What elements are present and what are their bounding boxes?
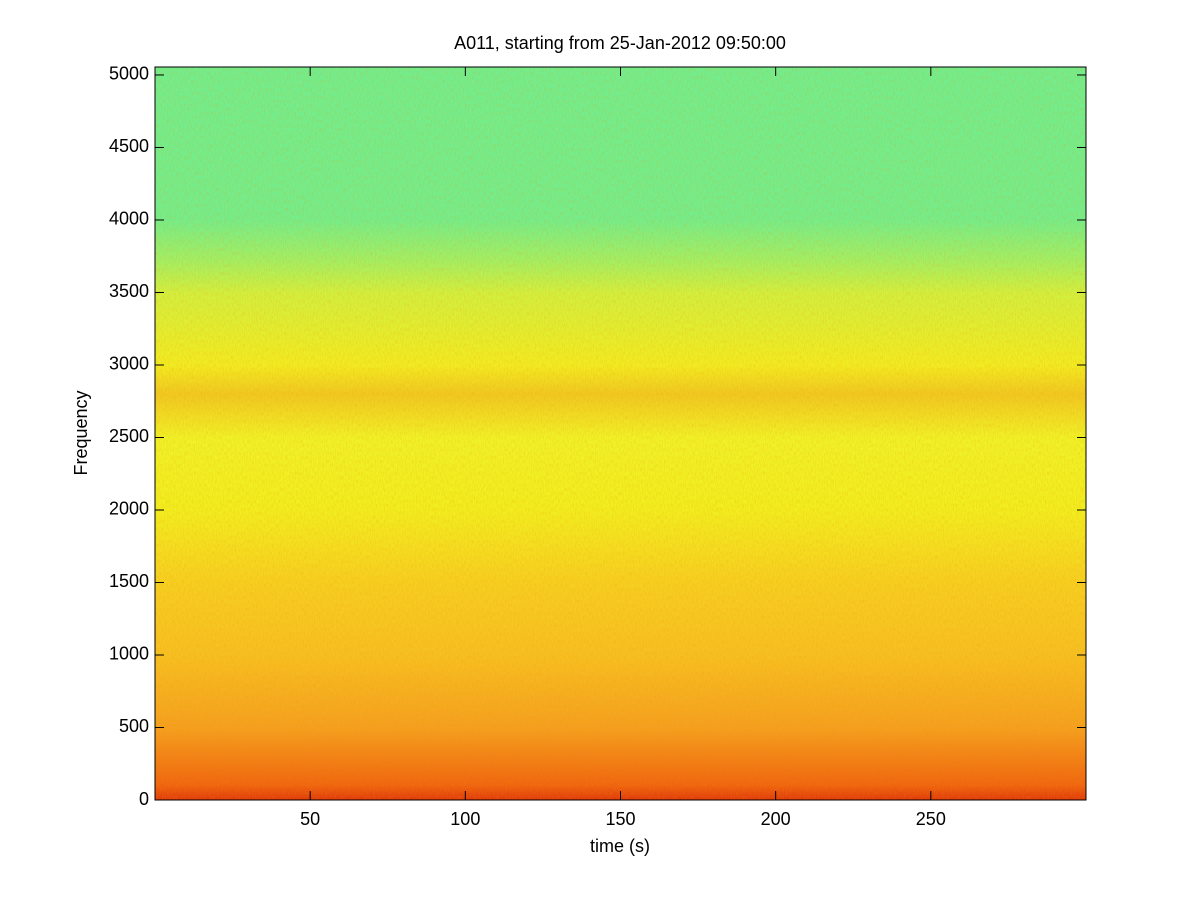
x-tick-label: 250 [916,809,946,829]
y-tick-label: 4500 [109,136,149,156]
x-tick-label: 200 [761,809,791,829]
y-tick-label: 2500 [109,426,149,446]
x-axis-label: time (s) [590,836,650,856]
x-tick-label: 50 [300,809,320,829]
y-tick-label: 1500 [109,571,149,591]
texture [155,67,1086,800]
y-tick-label: 3500 [109,281,149,301]
y-tick-label: 1000 [109,644,149,664]
y-tick-label: 4000 [109,209,149,229]
y-tick-label: 3000 [109,354,149,374]
x-tick-label: 100 [450,809,480,829]
y-tick-label: 0 [139,789,149,809]
y-tick-label: 2000 [109,499,149,519]
y-tick-label: 5000 [109,64,149,84]
chart-title: A011, starting from 25-Jan-2012 09:50:00 [454,33,786,53]
y-tick-label: 500 [119,716,149,736]
y-axis-label: Frequency [71,390,91,475]
x-tick-label: 150 [605,809,635,829]
